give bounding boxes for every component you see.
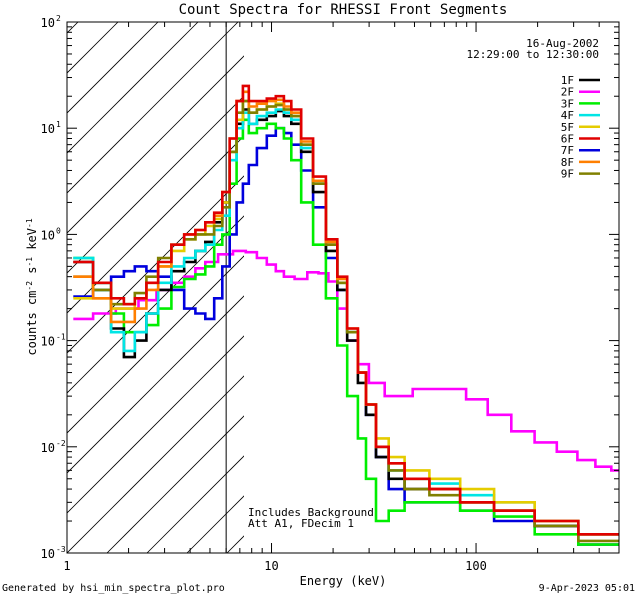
footer-generated-by: Generated by hsi_min_spectra_plot.pro [2,583,225,594]
y-tick-exponent: -1 [56,333,66,342]
hatch-line [67,375,244,553]
legend-label-7F: 7F [561,144,574,157]
hatch-line [67,215,244,394]
hatch-line [67,55,244,234]
annotation-background: Includes Background [248,506,374,519]
time-range-label: 12:29:00 to 12:30:00 [467,48,599,61]
legend-label-4F: 4F [561,109,574,122]
x-tick-label: 100 [465,559,487,573]
legend-label-5F: 5F [561,121,574,134]
hatch-line [67,175,244,354]
plot-frame [66,21,620,554]
y-tick-exponent: 2 [56,14,61,23]
y-tick-label: 10 [41,547,55,561]
hatch-line [67,22,159,114]
x-tick-label: 1 [63,559,70,573]
hatch-line [67,22,239,194]
hatch-line [106,415,244,553]
legend-label-6F: 6F [561,133,574,146]
chart-title: Count Spectra for RHESSI Front Segments [179,2,508,18]
x-tick-label: 10 [264,559,278,573]
legend-label-8F: 8F [561,156,574,169]
y-tick-exponent: 0 [56,226,61,235]
legend-label-2F: 2F [561,86,574,99]
y-tick-label: 10 [41,228,55,242]
footer-timestamp: 9-Apr-2023 05:01 [538,583,635,594]
y-tick-exponent: 1 [56,120,61,129]
x-axis-label: Energy (keV) [300,574,387,588]
legend-label-3F: 3F [561,97,574,110]
legend-label-1F: 1F [561,74,574,87]
y-tick-label: 10 [41,122,55,136]
y-tick-label: 10 [41,335,55,349]
y-tick-label: 10 [41,441,55,455]
y-tick-exponent: -2 [56,439,66,448]
hatch-line [67,255,244,434]
hatch-line [67,295,244,474]
y-axis-label: counts cm-2 s-1 keV-1 [25,218,40,355]
hatch-line [146,455,244,553]
hatch-line [67,22,199,154]
hatch-line [267,22,640,553]
series-6F [73,84,619,536]
y-tick-label: 10 [41,16,55,30]
series-3F [73,118,619,546]
series-layer [73,84,619,546]
hatch-line [67,22,119,74]
hatched-region [67,22,640,553]
hatch-line [67,335,244,514]
hatch-line [67,22,79,34]
hatch-line [67,95,244,274]
legend-label-9F: 9F [561,168,574,181]
annotation-attenuator: Att A1, FDecim 1 [248,517,354,530]
date-label: 16-Aug-2002 [526,37,599,50]
y-tick-exponent: -3 [56,545,66,554]
